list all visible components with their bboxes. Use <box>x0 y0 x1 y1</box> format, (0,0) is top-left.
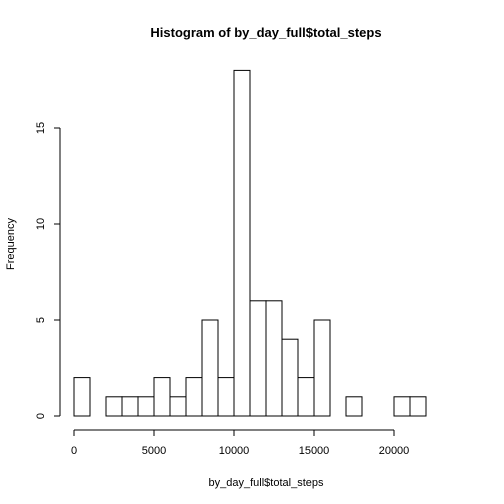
histogram-bar <box>265 300 283 417</box>
x-axis: 0 5000 10000 15000 20000 <box>71 429 410 457</box>
x-tick-label: 20000 <box>379 445 410 457</box>
y-tick-label: 0 <box>35 413 47 419</box>
x-tick-label: 15000 <box>299 445 330 457</box>
histogram-bar <box>137 396 155 417</box>
y-tick-label: 15 <box>35 122 47 134</box>
histogram-bar <box>345 396 363 417</box>
histogram-bar <box>217 377 235 417</box>
histogram-bar <box>121 396 139 417</box>
histogram-bar <box>281 338 299 417</box>
x-tick-label: 5000 <box>142 445 166 457</box>
histogram-bar <box>153 377 171 417</box>
histogram-bar <box>185 377 203 417</box>
histogram-bar <box>233 69 251 417</box>
histogram-bar <box>393 396 411 417</box>
x-tick-label: 10000 <box>219 445 250 457</box>
histogram-bar <box>169 396 187 417</box>
y-axis: 0 5 10 15 <box>35 122 61 419</box>
y-tick-label: 10 <box>35 218 47 230</box>
histogram-bar <box>313 319 331 417</box>
histogram-bar <box>73 377 91 417</box>
histogram-bar <box>409 396 427 417</box>
chart-title: Histogram of by_day_full$total_steps <box>150 25 381 40</box>
bars-group <box>73 69 427 417</box>
x-axis-label: by_day_full$total_steps <box>209 477 324 489</box>
histogram-bar <box>105 396 123 417</box>
histogram-bar <box>297 377 315 417</box>
histogram-bar <box>201 319 219 417</box>
x-tick-label: 0 <box>71 445 77 457</box>
y-axis-label: Frequency <box>5 218 17 270</box>
histogram-bar <box>249 300 267 417</box>
y-tick-label: 5 <box>35 317 47 323</box>
